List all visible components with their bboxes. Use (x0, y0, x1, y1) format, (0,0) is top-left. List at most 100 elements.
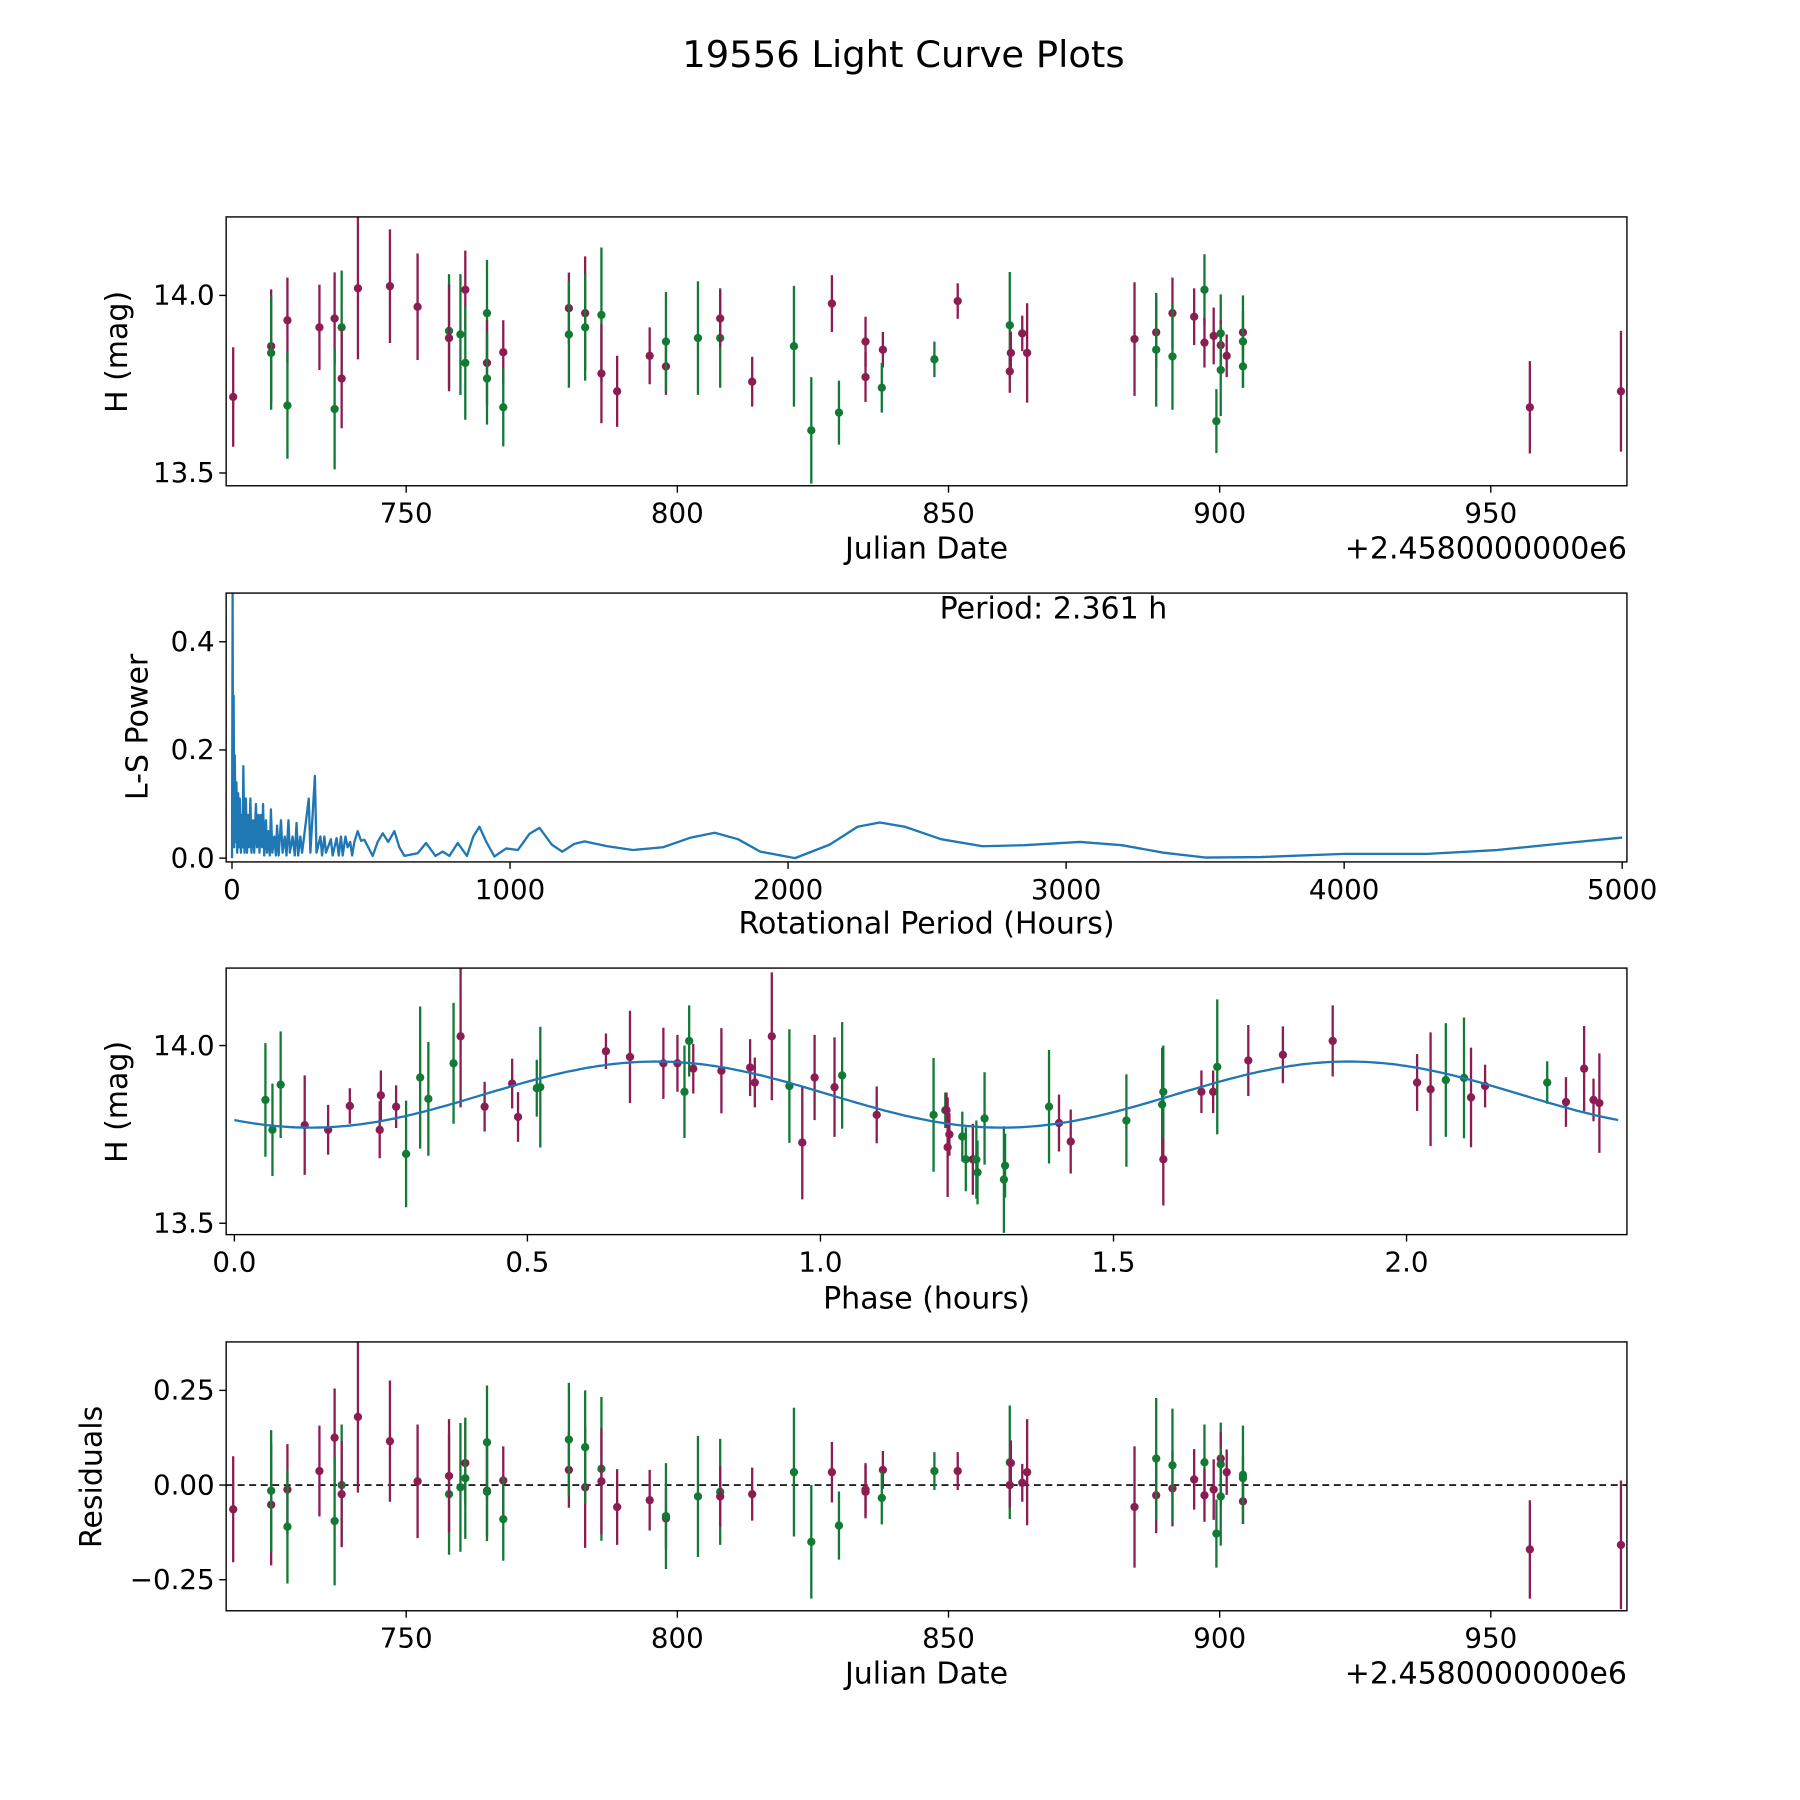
lightcurve-point-marker (330, 404, 339, 414)
phased-point-marker (449, 1059, 458, 1068)
lightcurve-point (1005, 350, 1014, 393)
clip1-content (230, 593, 1623, 860)
phased-point (376, 1070, 386, 1121)
phased-point (345, 1088, 354, 1124)
periodogram-xlabel: Rotational Period (Hours) (738, 906, 1114, 941)
phased-point (268, 1083, 277, 1176)
residual-point (597, 1428, 606, 1535)
phased-point-marker (601, 1047, 611, 1056)
lightcurve-point (877, 362, 886, 413)
residuals-ytick-label: 0.25 (153, 1374, 215, 1407)
phased-point (929, 1057, 938, 1172)
residual-point-marker (564, 1435, 574, 1444)
periodogram-xtick-label: 3000 (1031, 873, 1101, 906)
lightcurve-point-marker (716, 314, 725, 323)
lightcurve-point (283, 352, 292, 459)
lightcurve-point (930, 341, 939, 378)
lightcurve-xtick-label: 750 (380, 497, 433, 530)
phased-point-marker (1543, 1078, 1552, 1087)
phased-point-marker (268, 1125, 277, 1134)
phased-point-marker (958, 1132, 967, 1141)
model-curve (234, 1060, 1619, 1129)
phased-point (745, 1039, 755, 1097)
residual-point (613, 1469, 622, 1545)
residual-point (1616, 1480, 1626, 1610)
residual-point-marker (1018, 1478, 1027, 1487)
lightcurve-point-marker (1152, 345, 1161, 354)
lightcurve-point (461, 306, 470, 420)
phased-axes: Phase (hours) H (mag) 0.0 0.5 1.0 1.5 2.0 13.… (100, 967, 1628, 1316)
phased-point-marker (1426, 1085, 1435, 1094)
lightcurve-point-marker (330, 314, 339, 323)
phased-point-marker (1000, 1161, 1010, 1170)
lightcurve-point-marker (1200, 285, 1209, 294)
phased-point (276, 1031, 285, 1138)
residuals-xtick-label: 850 (922, 1622, 975, 1655)
lightcurve-offset-text: +2.4580000000e6 (1345, 531, 1627, 566)
lightcurve-point (748, 356, 757, 407)
phased-point (601, 1033, 611, 1070)
lightcurve-point (385, 229, 395, 344)
lightcurve-point (581, 274, 590, 381)
lightcurve-point (861, 352, 870, 402)
periodogram-xtick-label: 5000 (1587, 873, 1657, 906)
phased-xtick-label: 1.5 (1091, 1246, 1135, 1279)
residual-point-marker (330, 1516, 339, 1526)
lightcurve-point (564, 281, 574, 388)
phased-point-marker (767, 1032, 776, 1041)
phased-point-marker (1213, 1062, 1222, 1072)
phased-point (961, 1127, 970, 1192)
phased-point (973, 1140, 982, 1205)
lightcurve-point (716, 290, 725, 347)
lightcurve-point (353, 217, 363, 360)
lightcurve-point-marker (353, 284, 363, 293)
lightcurve-point-marker (661, 337, 671, 346)
phased-point (1579, 1026, 1589, 1112)
lightcurve-point-marker (878, 345, 888, 354)
residual-point-marker (807, 1537, 816, 1547)
residual-point (482, 1442, 492, 1542)
phased-point (680, 1045, 689, 1138)
phased-point (685, 1005, 694, 1077)
lightcurve-point-marker (499, 348, 508, 357)
residual-point-marker (1152, 1454, 1161, 1463)
lightcurve-point-marker (337, 323, 346, 332)
phased-point-marker (973, 1168, 982, 1177)
residual-point (315, 1425, 324, 1517)
residual-point (1005, 1462, 1014, 1508)
phased-point-marker (456, 1032, 465, 1041)
lightcurve-point-marker (789, 342, 799, 351)
lightcurve-point (1152, 292, 1161, 407)
phased-point (872, 1086, 881, 1144)
residual-point (693, 1435, 703, 1558)
lightcurve-point (1018, 315, 1027, 352)
residual-point-marker (613, 1502, 622, 1512)
phased-point-marker (1208, 1087, 1218, 1096)
lightcurve-point (1130, 282, 1139, 396)
residual-point-marker (693, 1492, 703, 1501)
lightcurve-xtick-label: 950 (1464, 497, 1517, 530)
phased-point-marker (798, 1138, 807, 1147)
periodogram-axes: Rotational Period (Hours) L-S Power Peri… (121, 591, 1658, 941)
lightcurve-point (1200, 317, 1209, 368)
phased-point (1066, 1109, 1075, 1174)
residuals-xlabel: Julian Date (843, 1656, 1008, 1691)
phased-point-marker (1579, 1064, 1589, 1073)
phased-point (1561, 1077, 1571, 1127)
phased-point-marker (480, 1102, 489, 1111)
residual-point-marker (661, 1511, 671, 1521)
lightcurve-point-marker (1022, 348, 1032, 358)
phased-point (958, 1111, 967, 1162)
residual-point-marker (953, 1466, 962, 1476)
residual-point (1200, 1468, 1209, 1522)
residual-point (267, 1430, 276, 1552)
residual-point-marker (748, 1489, 757, 1499)
residual-point (661, 1463, 671, 1570)
phased-point (1278, 1026, 1288, 1084)
residual-point (413, 1424, 422, 1539)
lightcurve-point-marker (613, 387, 622, 396)
lightcurve-point-marker (456, 330, 465, 339)
residuals-offset-text: +2.4580000000e6 (1345, 1656, 1627, 1691)
residual-point (1190, 1449, 1199, 1510)
